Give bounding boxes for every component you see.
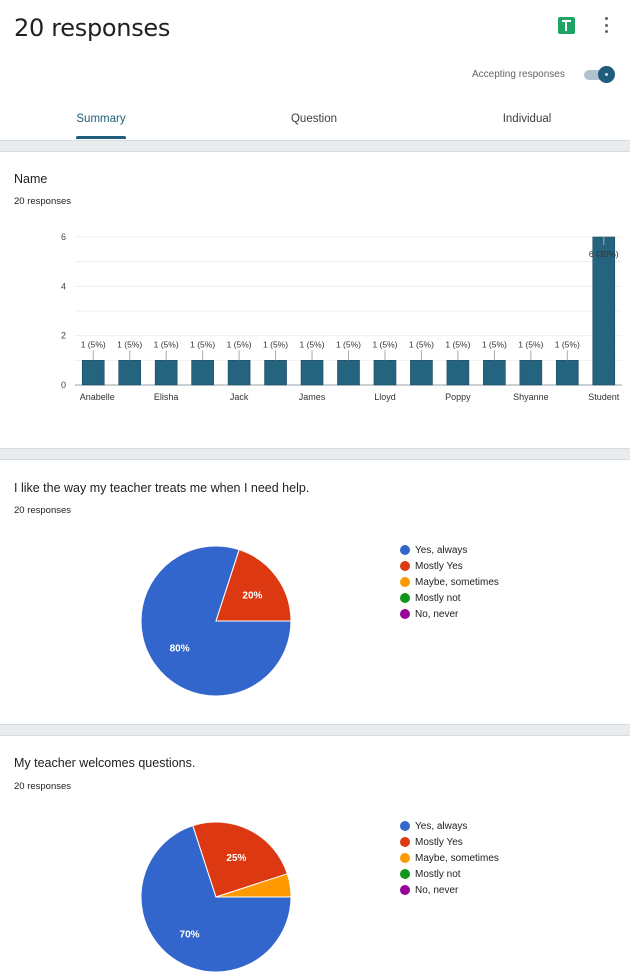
svg-text:1 (5%): 1 (5%)	[154, 339, 179, 349]
tab-individual[interactable]: Individual	[502, 113, 552, 125]
svg-text:6 (30%): 6 (30%)	[589, 249, 619, 259]
svg-text:1 (5%): 1 (5%)	[81, 339, 106, 349]
svg-text:70%: 70%	[180, 929, 200, 940]
svg-text:James: James	[299, 392, 326, 402]
tab-question[interactable]: Question	[290, 113, 338, 125]
legend-item: No, never	[400, 882, 499, 898]
svg-text:1 (5%): 1 (5%)	[409, 339, 434, 349]
svg-text:6: 6	[61, 232, 66, 242]
legend-item: Yes, always	[400, 818, 499, 834]
response-count: 20 responses	[14, 196, 72, 207]
legend-item: No, never	[400, 606, 499, 622]
legend-dot-icon	[400, 561, 410, 571]
legend-dot-icon	[400, 853, 410, 863]
legend-item: Mostly not	[400, 590, 499, 606]
legend-dot-icon	[400, 837, 410, 847]
svg-text:20%: 20%	[242, 591, 262, 602]
question-title: Name	[14, 172, 48, 186]
legend-item: Maybe, sometimes	[400, 574, 499, 590]
accepting-responses-label: Accepting responses	[472, 69, 565, 80]
svg-text:1 (5%): 1 (5%)	[227, 339, 252, 349]
pie-legend: Yes, always Mostly Yes Maybe, sometimes …	[400, 542, 499, 622]
tab-summary[interactable]: Summary	[76, 113, 126, 125]
legend-dot-icon	[400, 821, 410, 831]
legend-item: Mostly Yes	[400, 558, 499, 574]
svg-text:1 (5%): 1 (5%)	[445, 339, 470, 349]
svg-text:Shyanne: Shyanne	[513, 392, 549, 402]
section-divider	[0, 140, 630, 152]
svg-text:4: 4	[61, 281, 66, 291]
svg-text:Anabelle: Anabelle	[80, 392, 115, 402]
svg-text:2: 2	[61, 331, 66, 341]
accepting-responses-toggle[interactable]	[584, 70, 610, 80]
legend-item: Mostly not	[400, 866, 499, 882]
pie-legend: Yes, always Mostly Yes Maybe, sometimes …	[400, 818, 499, 898]
legend-dot-icon	[400, 577, 410, 587]
svg-text:Poppy: Poppy	[445, 392, 471, 402]
active-tab-indicator	[76, 136, 126, 139]
pie-chart-welcomes-questions: 70% 25%	[140, 821, 292, 973]
more-options-icon[interactable]	[598, 14, 614, 36]
svg-text:Jack: Jack	[230, 392, 249, 402]
svg-text:Lloyd: Lloyd	[374, 392, 396, 402]
legend-dot-icon	[400, 545, 410, 555]
svg-text:1 (5%): 1 (5%)	[372, 339, 397, 349]
svg-text:1 (5%): 1 (5%)	[518, 339, 543, 349]
section-divider	[0, 448, 630, 460]
google-sheets-icon[interactable]	[558, 17, 575, 34]
name-bar-chart: 0 2 4 6 1 (5%) Anabelle 1 (5%) 1 (5%) Elisha 1 (5…	[61, 232, 622, 402]
response-count: 20 responses	[14, 505, 72, 516]
svg-text:1 (5%): 1 (5%)	[263, 339, 288, 349]
svg-text:Elisha: Elisha	[154, 392, 179, 402]
svg-text:80%: 80%	[170, 643, 190, 654]
section-divider	[0, 724, 630, 736]
legend-dot-icon	[400, 609, 410, 619]
legend-item: Maybe, sometimes	[400, 850, 499, 866]
svg-text:1 (5%): 1 (5%)	[482, 339, 507, 349]
svg-text:Student: Student	[588, 392, 620, 402]
svg-text:25%: 25%	[226, 853, 246, 864]
legend-dot-icon	[400, 593, 410, 603]
svg-text:0: 0	[61, 380, 66, 390]
legend-dot-icon	[400, 885, 410, 895]
question-title: My teacher welcomes questions.	[14, 756, 196, 770]
legend-item: Mostly Yes	[400, 834, 499, 850]
svg-text:1 (5%): 1 (5%)	[300, 339, 325, 349]
response-count: 20 responses	[14, 781, 72, 792]
legend-dot-icon	[400, 869, 410, 879]
svg-text:1 (5%): 1 (5%)	[117, 339, 142, 349]
question-title: I like the way my teacher treats me when…	[14, 481, 310, 495]
svg-text:1 (5%): 1 (5%)	[190, 339, 215, 349]
svg-text:1 (5%): 1 (5%)	[336, 339, 361, 349]
pie-chart-teacher-treats: 80% 20%	[140, 545, 292, 697]
legend-item: Yes, always	[400, 542, 499, 558]
page-title: 20 responses	[14, 14, 171, 42]
svg-text:1 (5%): 1 (5%)	[555, 339, 580, 349]
toggle-knob[interactable]	[598, 66, 615, 83]
